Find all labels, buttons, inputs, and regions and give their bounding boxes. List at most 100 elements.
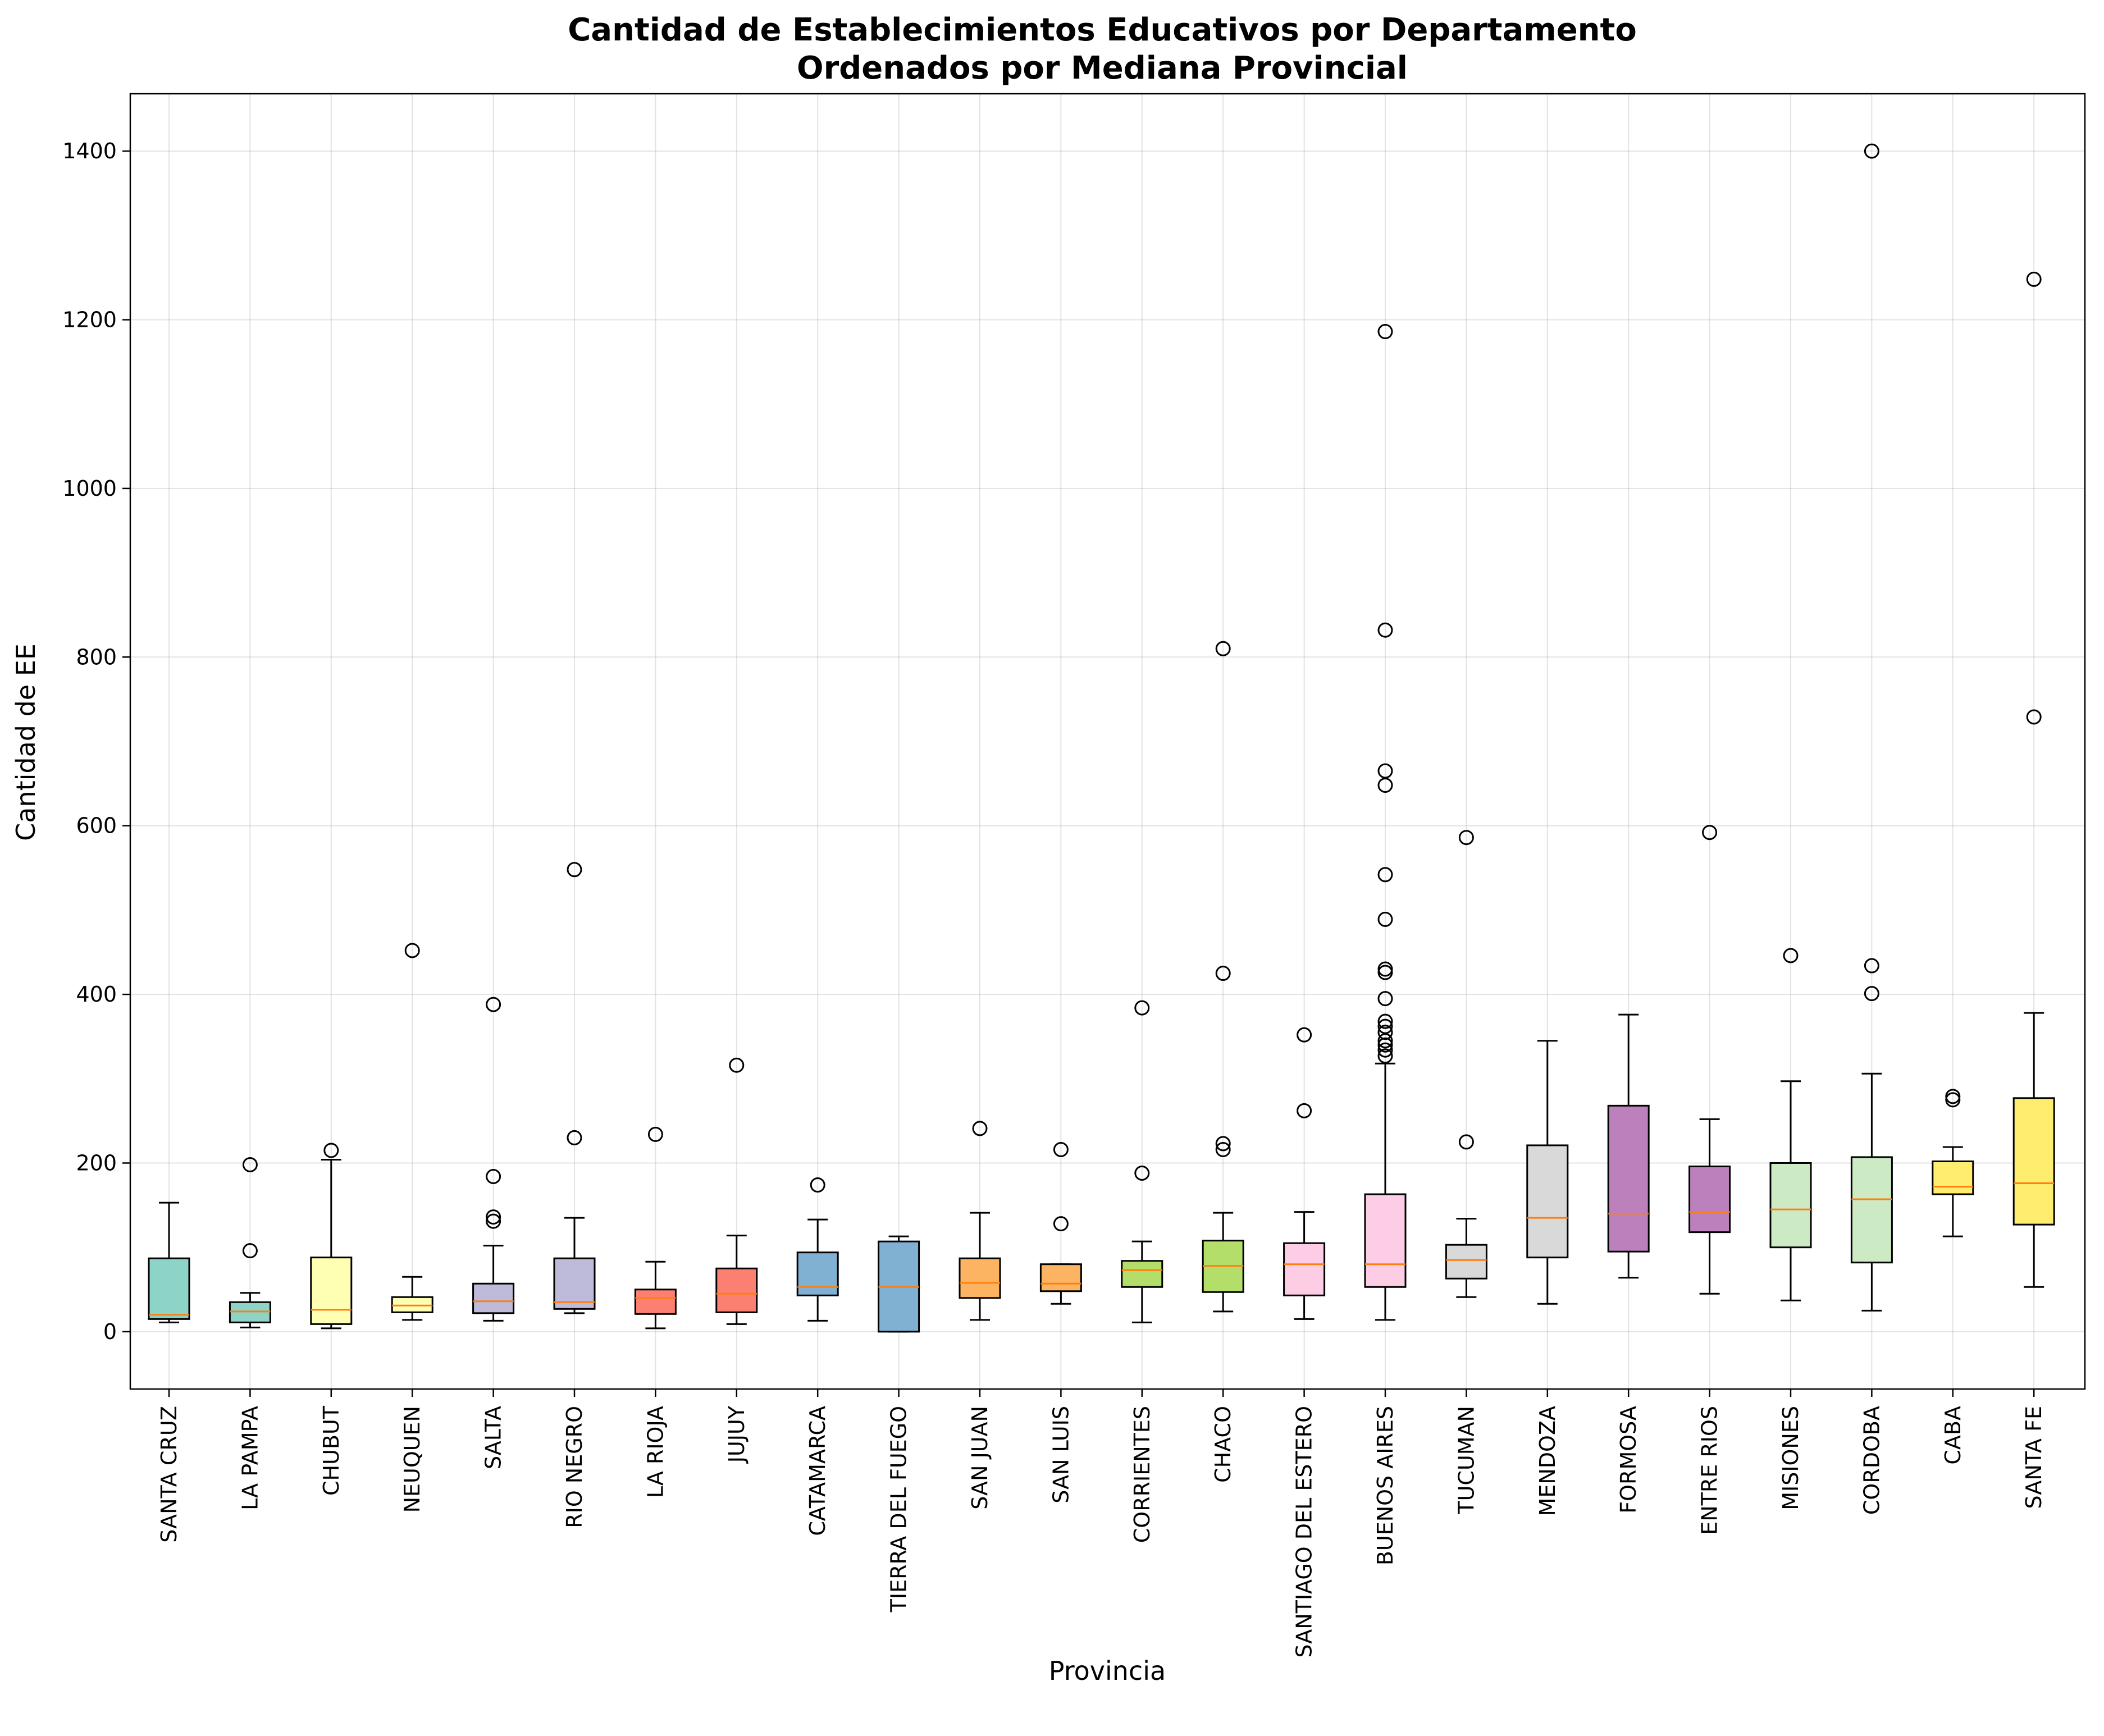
outlier-point (486, 1169, 501, 1185)
x-tick-label: CABA (1941, 1406, 1965, 1465)
y-tick-label: 0 (103, 1319, 117, 1344)
outlier-point (1377, 961, 1393, 977)
outlier-point (1377, 763, 1393, 779)
iqr-box (472, 1282, 515, 1314)
plot-frame (129, 93, 2086, 1390)
x-tick-label: SANTA FE (2021, 1406, 2046, 1509)
outlier-point (1377, 622, 1393, 638)
outlier-point (1297, 1027, 1312, 1043)
box-san-luis (1039, 1141, 1082, 1305)
x-tick-label: SALTA (481, 1406, 506, 1469)
outlier-point (1458, 1134, 1474, 1150)
outlier-point (729, 1057, 745, 1073)
outlier-point (242, 1157, 258, 1172)
outlier-point (486, 1213, 501, 1229)
x-tick-label: NEUQUEN (400, 1406, 425, 1513)
box-catamarca (796, 1177, 839, 1322)
boxes (148, 143, 2055, 1333)
outlier-point (1053, 1141, 1069, 1157)
x-tick-label: CORDOBA (1859, 1406, 1884, 1515)
x-tick-label: LA RIOJA (643, 1406, 668, 1498)
iqr-box (1688, 1165, 1731, 1234)
x-axis-ticks: SANTA CRUZ LA PAMPA CHUBUT NEUQUEN SALTA RIO … (157, 1389, 2046, 1658)
outlier-point (810, 1177, 825, 1193)
y-tick-label: 1200 (62, 308, 117, 332)
iqr-box (391, 1296, 433, 1313)
box-rio-negro (553, 862, 596, 1314)
x-tick-label: TIERRA DEL FUEGO (887, 1406, 911, 1612)
iqr-box (959, 1257, 1001, 1299)
outlier-point (1377, 1033, 1393, 1049)
outlier-point (1864, 958, 1879, 974)
box-cordoba (1850, 143, 1893, 1312)
y-axis-label: Cantidad de EE (11, 643, 41, 841)
outlier-point (323, 1143, 339, 1158)
y-tick-label: 800 (76, 645, 117, 669)
x-tick-label: SAN LUIS (1048, 1406, 1073, 1504)
outlier-point (1377, 1013, 1393, 1029)
x-tick-label: SANTIAGO DEL ESTERO (1292, 1406, 1317, 1658)
y-tick-label: 400 (76, 982, 117, 1007)
x-tick-label: CHACO (1211, 1406, 1235, 1483)
x-tick-label: RIO NEGRO (562, 1406, 587, 1528)
box-chubut (310, 1143, 353, 1330)
outlier-point (404, 943, 420, 958)
iqr-box (148, 1257, 190, 1320)
x-tick-label: CORRIENTES (1130, 1406, 1154, 1543)
outlier-point (1215, 1141, 1231, 1157)
x-tick-label: MISIONES (1778, 1406, 1803, 1510)
chart-title: Cantidad de Establecimientos Educativos … (568, 12, 1637, 48)
outlier-point (567, 1130, 582, 1145)
x-tick-label: SAN JUAN (967, 1406, 992, 1510)
box-chaco (1202, 641, 1244, 1313)
x-tick-label: SANTA CRUZ (157, 1406, 181, 1543)
box-neuquen (391, 943, 433, 1321)
outlier-point (972, 1121, 988, 1136)
outlier-point (1458, 830, 1474, 846)
outlier-point (1134, 1000, 1150, 1016)
box-tierra-del-fuego (878, 1235, 920, 1333)
iqr-box (1932, 1160, 1974, 1195)
outlier-point (1702, 825, 1718, 840)
iqr-box (1364, 1193, 1407, 1288)
outlier-point (1377, 991, 1393, 1007)
outlier-point (1215, 641, 1231, 656)
box-santa-fe (2012, 271, 2055, 1288)
iqr-box (796, 1251, 839, 1296)
x-tick-label: JUJUY (724, 1405, 749, 1464)
x-tick-label: TUCUMAN (1454, 1406, 1478, 1515)
chart-subtitle: Ordenados por Mediana Provincial (797, 50, 1408, 86)
box-formosa (1607, 1013, 1650, 1279)
outlier-point (1377, 1042, 1393, 1058)
outlier-point (486, 1209, 501, 1225)
outlier-point (1377, 911, 1393, 927)
outlier-point (1945, 1089, 1961, 1104)
iqr-box (715, 1267, 758, 1313)
outlier-point (2026, 709, 2042, 725)
outlier-point (1053, 1216, 1069, 1232)
iqr-box (1850, 1156, 1893, 1264)
iqr-box (1445, 1244, 1487, 1280)
box-misiones (1769, 948, 1812, 1301)
box-santa-cruz (148, 1202, 190, 1323)
x-tick-label: CHUBUT (319, 1405, 344, 1496)
y-tick-label: 1400 (62, 139, 117, 163)
box-jujuy (715, 1057, 758, 1325)
iqr-box (1283, 1242, 1326, 1296)
outlier-point (1377, 1025, 1393, 1040)
box-caba (1932, 1089, 1974, 1237)
outlier-point (1215, 966, 1231, 981)
iqr-box (634, 1289, 677, 1315)
outlier-point (1377, 1048, 1393, 1064)
outlier-point (567, 862, 582, 878)
x-tick-label: ENTRE RIOS (1697, 1406, 1722, 1535)
x-tick-label: BUENOS AIRES (1373, 1406, 1398, 1565)
outlier-point (242, 1243, 258, 1259)
iqr-box (1526, 1144, 1569, 1259)
y-tick-label: 1000 (62, 476, 117, 501)
y-tick-label: 200 (76, 1150, 117, 1175)
y-tick-label: 600 (76, 814, 117, 838)
outlier-point (647, 1126, 663, 1142)
outlier-point (1377, 778, 1393, 793)
